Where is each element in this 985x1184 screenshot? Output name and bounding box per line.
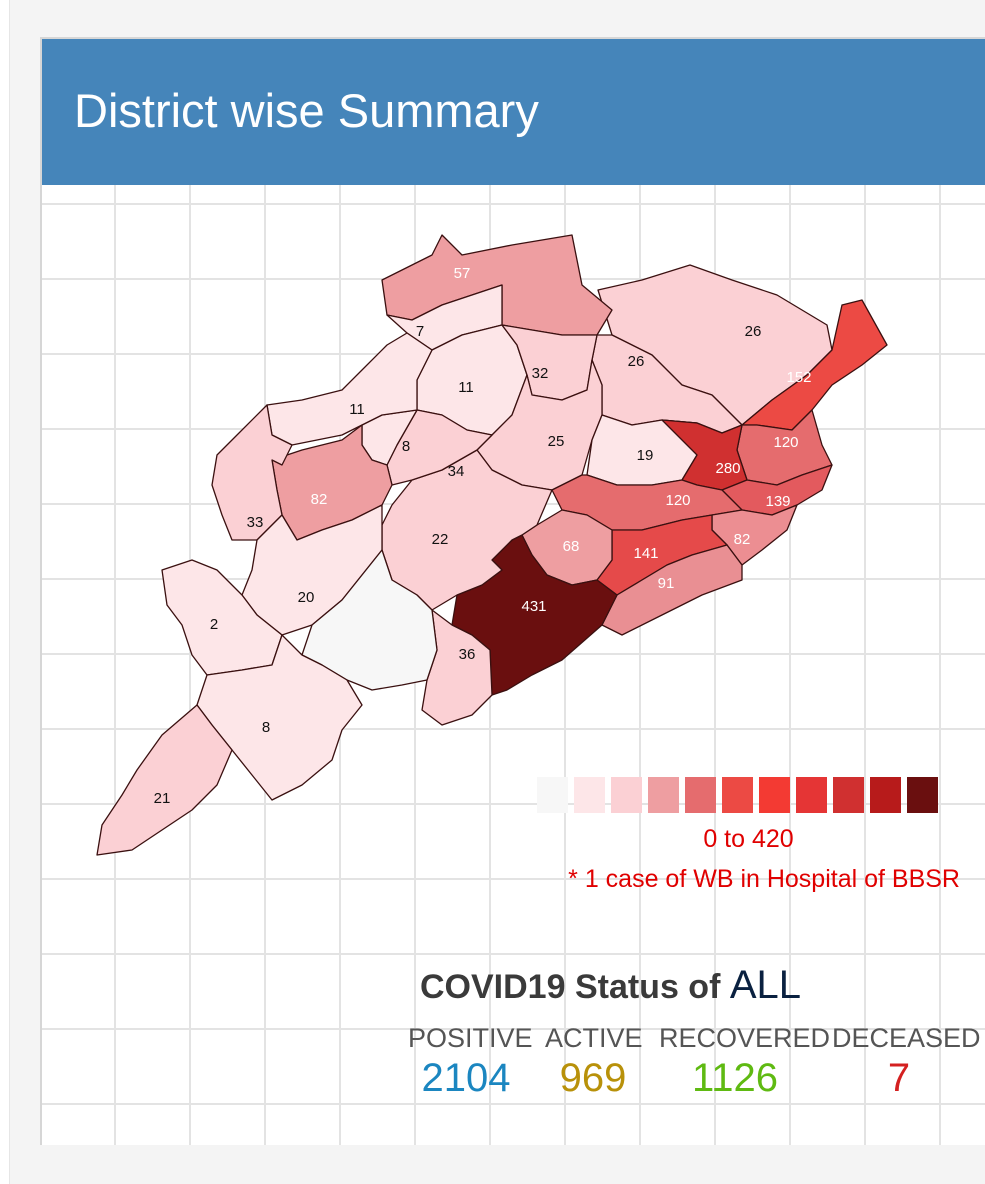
district-value-label: 120 xyxy=(773,434,798,451)
district-value-label: 26 xyxy=(745,323,762,340)
district-value-label: 19 xyxy=(637,447,654,464)
district-value-label: 152 xyxy=(786,369,811,386)
page-title: District wise Summary xyxy=(74,84,539,137)
stat-recovered-value: 1126 xyxy=(691,1056,778,1100)
stat-active-value: 969 xyxy=(559,1056,627,1100)
district-value-label: 141 xyxy=(633,545,658,562)
district-malkangiri[interactable] xyxy=(96,704,233,856)
district-value-label: 11 xyxy=(349,401,365,418)
legend-note: * 1 case of WB in Hospital of BBSR xyxy=(568,865,960,893)
status-scope-selector[interactable]: ALL xyxy=(729,963,802,1007)
stat-deceased: DECEASED 7 xyxy=(832,1023,981,1101)
stat-positive-value: 2104 xyxy=(421,1056,511,1100)
stat-active: ACTIVE 969 xyxy=(545,1023,643,1101)
status-title: COVID19 Status of ALL xyxy=(420,963,920,1008)
legend-swatch xyxy=(870,777,901,813)
stat-positive-label: POSITIVE xyxy=(408,1023,533,1053)
stat-deceased-label: DECEASED xyxy=(832,1023,981,1053)
status-title-prefix: COVID19 Status of xyxy=(420,968,730,1006)
district-value-label: 82 xyxy=(734,531,751,548)
stat-active-label: ACTIVE xyxy=(545,1023,643,1053)
district-bargarh[interactable] xyxy=(266,332,433,446)
color-legend xyxy=(537,777,944,813)
stat-recovered-label: RECOVERED xyxy=(659,1023,831,1053)
legend-swatch xyxy=(907,777,938,813)
legend-swatch xyxy=(833,777,864,813)
district-nuapada[interactable] xyxy=(211,404,293,541)
district-value-label: 2 xyxy=(210,616,218,633)
district-value-label: 11 xyxy=(458,379,474,396)
district-value-label: 139 xyxy=(765,493,790,510)
legend-swatch xyxy=(759,777,790,813)
district-value-label: 22 xyxy=(432,531,449,548)
district-value-label: 91 xyxy=(658,575,675,592)
district-value-label: 8 xyxy=(262,719,270,736)
legend-swatch xyxy=(537,777,568,813)
district-value-label: 431 xyxy=(521,598,546,615)
district-value-label: 7 xyxy=(416,323,424,340)
legend-swatch xyxy=(648,777,679,813)
district-value-label: 26 xyxy=(628,353,645,370)
district-value-label: 34 xyxy=(448,463,465,480)
district-value-label: 32 xyxy=(532,365,549,382)
stat-deceased-value: 7 xyxy=(887,1056,911,1100)
district-value-label: 82 xyxy=(311,491,328,508)
odisha-district-map: 2615212026577113225192801391208214191684… xyxy=(96,234,888,856)
left-edge-strip xyxy=(0,0,10,1184)
legend-range-label: 0 to 420 xyxy=(703,825,794,853)
district-value-label: 21 xyxy=(154,790,171,807)
district-value-label: 33 xyxy=(247,514,264,531)
district-puri[interactable] xyxy=(601,544,743,636)
stat-positive: POSITIVE 2104 xyxy=(408,1023,533,1101)
status-stats: POSITIVE 2104 ACTIVE 969 RECOVERED 1126 … xyxy=(42,1023,985,1103)
district-value-label: 20 xyxy=(298,589,315,606)
district-value-label: 8 xyxy=(402,438,410,455)
legend-swatch xyxy=(722,777,753,813)
district-summary-card: District wise Summary xyxy=(40,37,985,1145)
legend-swatch xyxy=(611,777,642,813)
district-value-label: 68 xyxy=(563,538,580,555)
district-value-label: 25 xyxy=(548,433,565,450)
district-value-label: 120 xyxy=(665,492,690,509)
card-header: District wise Summary xyxy=(42,39,985,185)
district-value-label: 57 xyxy=(454,265,471,282)
district-value-label: 36 xyxy=(459,646,476,663)
stat-recovered: RECOVERED 1126 xyxy=(659,1023,831,1101)
legend-swatch xyxy=(574,777,605,813)
legend-swatch xyxy=(685,777,716,813)
map-panel: 26 152 120 26 57 7 11 32 25 19 280 139 120 82 141 91 68 4… xyxy=(42,185,985,1145)
legend-swatch xyxy=(796,777,827,813)
district-value-label: 280 xyxy=(715,460,740,477)
